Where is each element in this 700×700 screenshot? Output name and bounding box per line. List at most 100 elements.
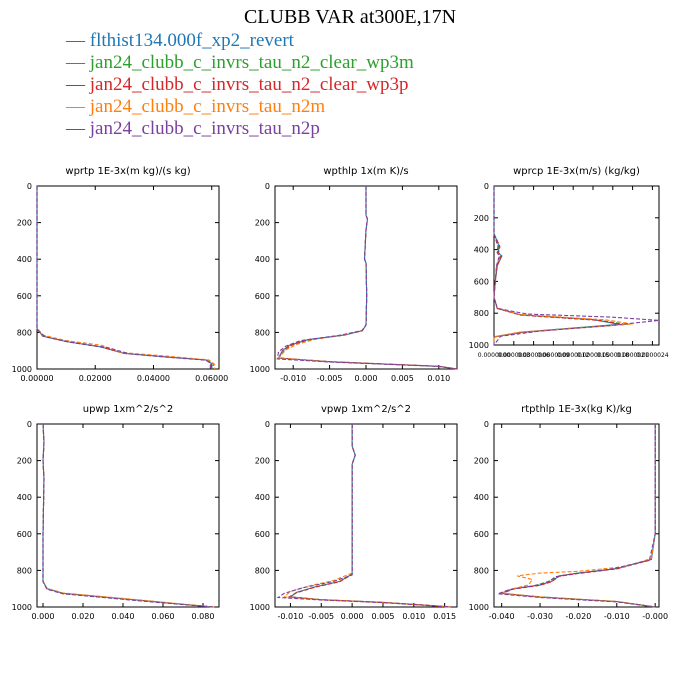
x-tick-label: 0.080 — [192, 612, 215, 621]
x-tick-label: -0.010 — [280, 374, 306, 383]
y-tick-label: 200 — [255, 457, 270, 466]
series-line — [276, 186, 458, 370]
x-tick-label: 0.015 — [433, 612, 456, 621]
x-tick-label: 0.06000 — [195, 374, 228, 383]
series-line — [277, 186, 458, 370]
x-tick-label: 0.000 — [355, 374, 378, 383]
series-line — [36, 186, 213, 369]
chart-title: upwp 1xm^2/s^2 — [83, 404, 173, 415]
series-line — [36, 186, 216, 369]
y-tick-label: 1000 — [12, 365, 32, 374]
y-tick-label: 600 — [474, 277, 489, 286]
y-tick-label: 800 — [255, 566, 270, 575]
y-tick-label: 600 — [255, 292, 270, 301]
x-tick-label: 0.0000003 — [498, 352, 531, 359]
chart-title: wprtp 1E-3x(m kg)/(s kg) — [65, 166, 190, 177]
y-tick-label: 800 — [17, 328, 32, 337]
series-line — [276, 424, 451, 608]
x-tick-label: 0.0000000 — [478, 352, 511, 359]
series-line — [493, 186, 620, 345]
series-line — [36, 186, 214, 369]
series-line — [42, 423, 214, 608]
x-tick-label: 0.0000021 — [616, 352, 649, 359]
series-line — [493, 186, 660, 346]
y-tick-label: 600 — [17, 530, 32, 539]
x-tick-label: 0.04000 — [137, 374, 170, 383]
chart-panel: wprcp 1E-3x(m/s) (kg/kg) 0 200 400 600 800 100… — [469, 166, 669, 359]
x-tick-label: -0.000 — [642, 612, 668, 621]
x-tick-label: 0.005 — [391, 374, 414, 383]
y-tick-label: 200 — [474, 457, 489, 466]
plot-frame — [36, 423, 220, 608]
chart-panel: rtpthlp 1E-3x(kg K)/kg02004006008001000-… — [469, 404, 668, 621]
y-tick-label: 200 — [17, 457, 32, 466]
chart-panel: wpthlp 1x(m K)/s 0 200 400 600 800 1000 -0.010 -… — [250, 166, 458, 383]
series-line — [36, 186, 212, 369]
y-tick-label: 600 — [17, 292, 32, 301]
plot-frame — [493, 423, 660, 608]
legend-entry: — jan24_clubb_c_invrs_tau_n2_clear_wp3m — [66, 52, 414, 73]
y-tick-label: 0 — [484, 420, 489, 429]
y-tick-label: 1000 — [469, 603, 489, 612]
x-tick-label: -0.030 — [527, 612, 553, 621]
y-tick-label: 400 — [474, 246, 489, 255]
x-tick-label: -0.005 — [317, 374, 343, 383]
plot-frame — [493, 185, 660, 346]
x-tick-label: 0.060 — [152, 612, 175, 621]
y-tick-label: 400 — [17, 493, 32, 502]
x-tick-label: 0.02000 — [79, 374, 112, 383]
chart-title: wpthlp 1x(m K)/s — [323, 166, 408, 177]
series-line — [497, 424, 656, 608]
y-tick-label: 600 — [255, 530, 270, 539]
series-line — [499, 424, 656, 608]
series-line — [288, 424, 451, 608]
y-tick-label: 1000 — [250, 365, 270, 374]
chart-title: vpwp 1xm^2/s^2 — [321, 404, 411, 415]
x-tick-label: 0.0000024 — [636, 352, 669, 359]
legend-entry: — jan24_clubb_c_invrs_tau_n2_clear_wp3p — [66, 74, 409, 95]
x-tick-label: 0.005 — [372, 612, 395, 621]
y-tick-label: 800 — [255, 328, 270, 337]
chart-panel: vpwp 1xm^2/s^2 0 200 400 600 800 1000 -0.010 -0.… — [250, 404, 458, 621]
y-tick-label: 400 — [255, 255, 270, 264]
y-tick-label: 800 — [474, 309, 489, 318]
chart-title: wprcp 1E-3x(m/s) (kg/kg) — [513, 166, 640, 177]
x-tick-label: 0.00000 — [20, 374, 53, 383]
series-line — [288, 424, 451, 608]
plot-frame — [274, 423, 458, 608]
figure-title: CLUBB VAR at300E,17N — [243, 6, 457, 28]
y-tick-label: 0 — [27, 420, 32, 429]
y-tick-label: 0 — [265, 182, 270, 191]
y-tick-label: 400 — [17, 255, 32, 264]
y-tick-label: 200 — [17, 219, 32, 228]
legend-entry: — flthist134.000f_xp2_revert — [66, 30, 294, 51]
series-line — [42, 423, 216, 608]
series-line — [36, 186, 211, 369]
series-line — [42, 423, 214, 608]
y-tick-label: 800 — [17, 566, 32, 575]
x-tick-label: 0.000 — [32, 612, 55, 621]
x-tick-label: 0.020 — [72, 612, 95, 621]
y-tick-label: 200 — [255, 219, 270, 228]
x-tick-label: -0.005 — [308, 612, 334, 621]
legend-entry: — jan24_clubb_c_invrs_tau_n2p — [66, 118, 320, 139]
y-tick-label: 1000 — [250, 603, 270, 612]
y-tick-label: 800 — [474, 566, 489, 575]
series-line — [493, 186, 633, 345]
y-tick-label: 1000 — [469, 341, 489, 350]
x-tick-label: -0.020 — [566, 612, 592, 621]
y-tick-label: 1000 — [12, 603, 32, 612]
y-tick-label: 0 — [265, 420, 270, 429]
x-tick-label: 0.0000012 — [557, 352, 590, 359]
series-line — [501, 424, 656, 608]
series-line — [287, 424, 451, 608]
x-tick-label: 0.0000006 — [517, 352, 550, 359]
series-line — [501, 424, 656, 608]
x-tick-label: -0.040 — [489, 612, 515, 621]
x-tick-label: 0.000 — [341, 612, 364, 621]
y-tick-label: 0 — [27, 182, 32, 191]
chart-title: rtpthlp 1E-3x(kg K)/kg — [521, 404, 632, 415]
y-tick-label: 0 — [484, 182, 489, 191]
